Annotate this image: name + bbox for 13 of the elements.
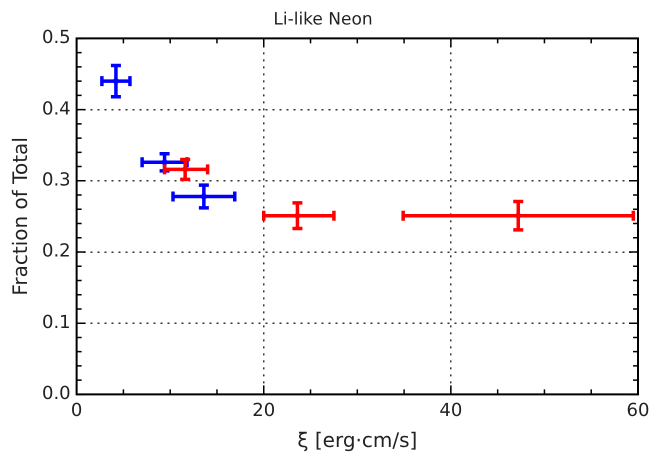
y-tick-label: 0.2 — [42, 240, 71, 262]
y-tick-label: 0.4 — [42, 98, 71, 120]
x-tick-label: 60 — [626, 400, 650, 421]
y-tick-label: 0.1 — [42, 312, 71, 333]
x-tick-label: 0 — [70, 400, 82, 421]
y-tick-label: 0.3 — [42, 169, 71, 190]
x-axis-title: ξ [erg·cm/s] — [297, 428, 418, 452]
y-tick-label: 0.5 — [42, 27, 71, 48]
y-tick-label: 0.0 — [42, 383, 71, 404]
chart-title: Li-like Neon — [273, 10, 373, 30]
y-axis-title: Fraction of Total — [8, 137, 32, 296]
x-tick-label: 40 — [439, 400, 462, 421]
x-tick-label: 20 — [252, 400, 276, 421]
